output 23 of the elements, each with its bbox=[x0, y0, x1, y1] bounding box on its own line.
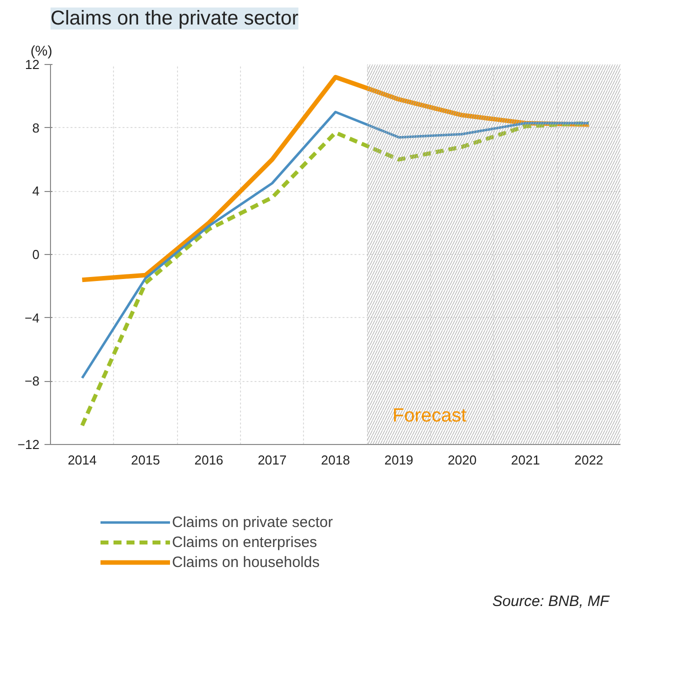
legend-label: Claims on private sector bbox=[172, 514, 333, 530]
band-label: Forecast bbox=[392, 406, 468, 426]
y-tick-label: 0 bbox=[32, 247, 40, 262]
x-tick-label: 2017 bbox=[258, 452, 287, 468]
legend-label: Claims on households bbox=[172, 554, 320, 570]
source-note: Source: BNB, MF bbox=[492, 593, 610, 610]
y-tick-label: −8 bbox=[24, 374, 40, 389]
y-tick-label: −12 bbox=[17, 437, 40, 452]
y-tick-label: 12 bbox=[25, 57, 40, 72]
y-axis-title: (%) bbox=[30, 42, 52, 58]
x-tick-label: 2015 bbox=[131, 452, 160, 468]
x-tick-label: 2019 bbox=[384, 452, 414, 468]
y-tick-label: −4 bbox=[24, 310, 40, 326]
x-tick-label: 2018 bbox=[321, 452, 350, 468]
x-tick-label: 2020 bbox=[448, 452, 477, 468]
x-tick-label: 2022 bbox=[574, 452, 604, 468]
x-tick-label: 2021 bbox=[511, 452, 540, 468]
legend-label: Claims on enterprises bbox=[172, 534, 318, 550]
x-tick-label: 2016 bbox=[194, 452, 224, 468]
y-tick-label: 4 bbox=[32, 184, 40, 199]
chart-title: Claims on the private sector bbox=[50, 8, 299, 30]
y-tick-label: 8 bbox=[32, 120, 40, 136]
x-tick-label: 2014 bbox=[68, 452, 97, 468]
